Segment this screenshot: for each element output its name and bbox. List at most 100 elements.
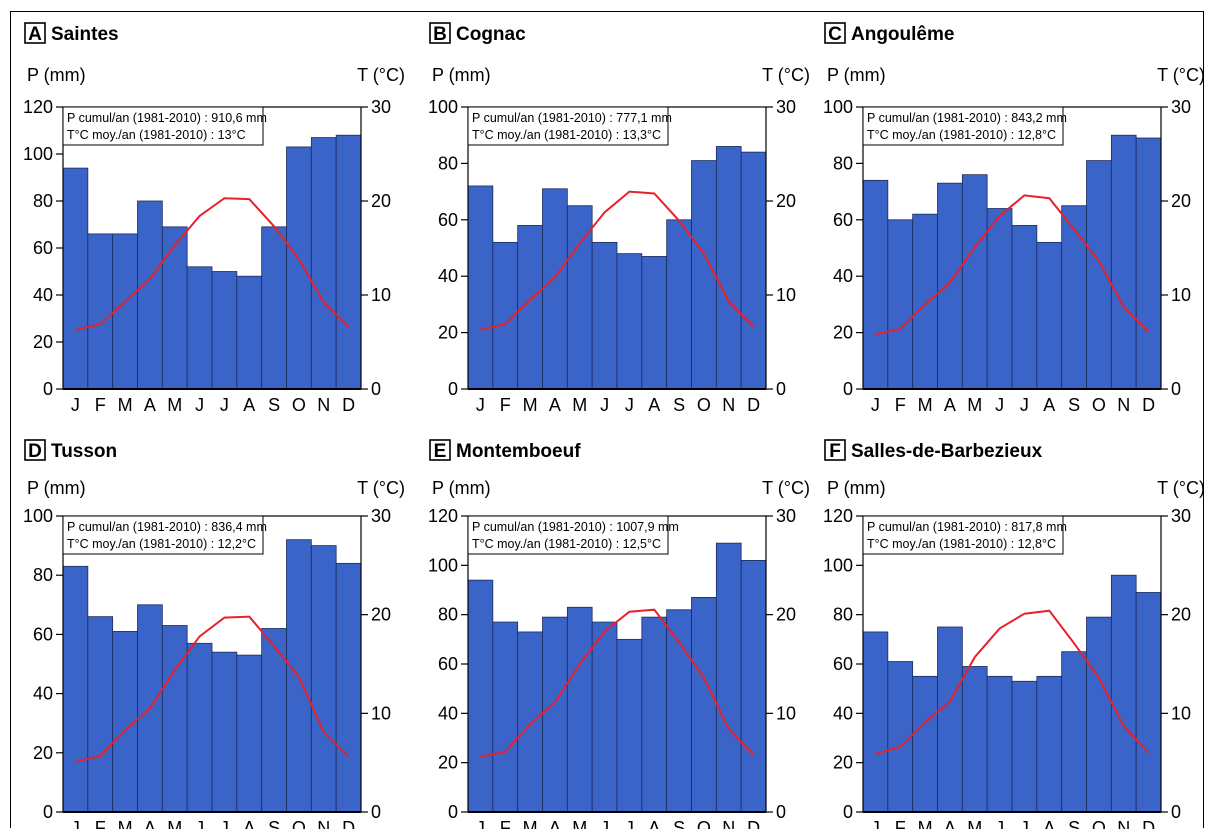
month-label: A <box>648 818 660 829</box>
precipitation-bar <box>186 642 213 813</box>
precipitation-bar <box>666 609 692 813</box>
precipitation-bar <box>937 626 963 813</box>
info-box <box>62 106 264 146</box>
month-label: J <box>71 818 80 829</box>
month-label: O <box>1092 818 1106 829</box>
y2-tick-label: 30 <box>776 506 796 526</box>
panel-letter: B <box>433 24 447 45</box>
precipitation-bar <box>286 146 312 390</box>
precipitation-bar <box>887 219 914 390</box>
precipitation-bar <box>912 675 938 813</box>
y-tick-label: 40 <box>33 684 53 704</box>
y-tick-label: 0 <box>843 379 853 399</box>
precipitation-bar <box>310 545 337 813</box>
month-label: S <box>1068 395 1080 415</box>
month-label: A <box>549 818 561 829</box>
precipitation-bar <box>961 174 988 390</box>
precipitation-bar <box>641 616 668 813</box>
month-label: F <box>95 395 106 415</box>
precipitation-bar <box>1135 592 1162 813</box>
info-box <box>467 515 669 555</box>
month-label: A <box>648 395 660 415</box>
y-tick-label: 40 <box>33 285 53 305</box>
y-tick-label: 0 <box>448 379 458 399</box>
precipitation-bar <box>566 205 593 390</box>
month-label: J <box>476 395 485 415</box>
month-label: D <box>1142 818 1155 829</box>
y-tick-label: 60 <box>438 654 458 674</box>
y-tick-label: 80 <box>438 153 458 173</box>
panel-letter-box <box>429 22 451 44</box>
info-box <box>467 106 669 146</box>
month-label: M <box>918 818 933 829</box>
precipitation-bar <box>1011 225 1038 390</box>
panel-salles-de-barbezieux: F Salles-de-Barbezieux P (mm) T (°C) 0 20 40 60… <box>811 434 1211 829</box>
precipitation-bar <box>715 146 742 390</box>
panel-angouleme: C Angoulême P (mm) T (°C) 0 20 40 60 80 100 0 10 20 3… <box>811 17 1211 427</box>
y2-axis-title: T (°C) <box>357 65 405 85</box>
panel-title: Montemboeuf <box>456 441 581 462</box>
month-label: F <box>500 818 511 829</box>
month-label: J <box>71 395 80 415</box>
precipitation-bar <box>1086 616 1112 813</box>
month-label: J <box>995 395 1004 415</box>
month-label: D <box>342 395 355 415</box>
annual-precipitation-label: P cumul/an (1981-2010) : 817,8 mm <box>867 520 1067 534</box>
chart-svg: E Montemboeuf P (mm) T (°C) 0 20 40 60 80 100 120 0… <box>428 439 810 829</box>
annual-precipitation-label: P cumul/an (1981-2010) : 1007,9 mm <box>472 520 679 534</box>
month-label: M <box>523 395 538 415</box>
y2-tick-label: 20 <box>1171 191 1191 211</box>
temperature-line <box>875 609 1150 755</box>
month-label: A <box>243 395 255 415</box>
panel-letter-box <box>24 22 46 44</box>
month-label: A <box>944 395 956 415</box>
precipitation-bar <box>517 631 543 813</box>
month-label: F <box>95 818 106 829</box>
month-label: N <box>1117 818 1130 829</box>
chart-svg: F Salles-de-Barbezieux P (mm) T (°C) 0 20 40 60… <box>823 439 1205 829</box>
y-tick-label: 60 <box>33 624 53 644</box>
precipitation-bar <box>937 182 963 390</box>
panel-title: Tusson <box>51 441 117 462</box>
chart-svg: C Angoulême P (mm) T (°C) 0 20 40 60 80 100 0 10 20 3… <box>823 22 1205 415</box>
y-axis-title: P (mm) <box>27 65 86 85</box>
y2-tick-label: 30 <box>371 97 391 117</box>
month-label: N <box>317 818 330 829</box>
panel-letter-box <box>824 22 846 44</box>
panel-cognac: B Cognac P (mm) T (°C) 0 20 40 60 80 100 0 10 20 30 J F… <box>416 17 816 427</box>
y-tick-label: 60 <box>833 654 853 674</box>
precipitation-bar <box>211 651 238 813</box>
y-tick-label: 40 <box>833 266 853 286</box>
precipitation-bar <box>1061 205 1087 390</box>
precipitation-bar <box>62 565 89 813</box>
y2-tick-label: 10 <box>1171 703 1191 723</box>
month-label: A <box>144 395 156 415</box>
month-label: F <box>895 395 906 415</box>
precipitation-bar <box>1011 680 1038 813</box>
temperature-line <box>480 608 755 758</box>
month-label: A <box>144 818 156 829</box>
precipitation-bar <box>1036 241 1063 390</box>
precipitation-bar <box>186 266 213 390</box>
annual-temperature-label: T°C moy./an (1981-2010) : 12,2°C <box>67 537 256 551</box>
month-label: M <box>167 818 182 829</box>
annual-precipitation-label: P cumul/an (1981-2010) : 836,4 mm <box>67 520 267 534</box>
y2-axis-title: T (°C) <box>1157 478 1205 498</box>
annual-temperature-label: T°C moy./an (1981-2010) : 13°C <box>67 128 246 142</box>
precipitation-bar <box>740 151 767 390</box>
y2-tick-label: 10 <box>1171 285 1191 305</box>
y-tick-label: 100 <box>823 97 853 117</box>
y-tick-label: 80 <box>33 191 53 211</box>
y2-tick-label: 20 <box>371 605 391 625</box>
month-label: J <box>871 395 880 415</box>
y-tick-label: 60 <box>833 210 853 230</box>
precipitation-bar <box>666 219 692 390</box>
y-tick-label: 40 <box>438 266 458 286</box>
precipitation-bar <box>715 542 742 813</box>
y-tick-label: 120 <box>823 506 853 526</box>
precipitation-bar <box>616 253 643 390</box>
month-label: N <box>722 395 735 415</box>
y2-tick-label: 20 <box>776 191 796 211</box>
info-box <box>62 515 264 555</box>
